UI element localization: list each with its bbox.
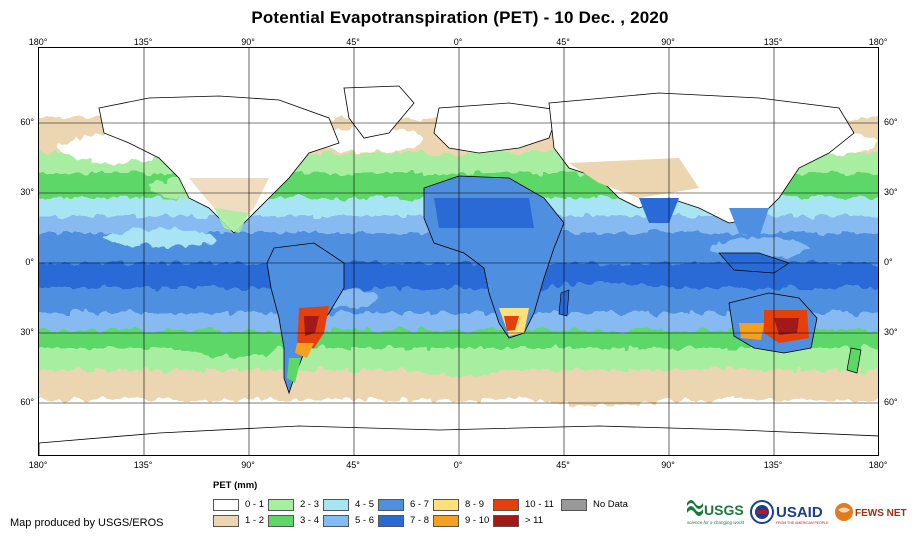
legend-label: 9 - 10: [465, 515, 490, 526]
usaid-tagline: FROM THE AMERICAN PEOPLE: [776, 521, 829, 525]
fews-net-logo: FEWS NET: [835, 503, 907, 521]
legend-label: 4 - 5: [355, 499, 375, 510]
lon-tick-bottom: 45°: [556, 460, 570, 470]
legend-swatch: [323, 515, 349, 527]
legend-title: PET (mm): [213, 480, 258, 491]
legend-swatch: [323, 499, 349, 511]
map-credit: Map produced by USGS/EROS: [10, 517, 164, 529]
legend-swatch: [561, 499, 587, 511]
legend-swatch: [433, 499, 459, 511]
legend-label: 1 - 2: [245, 515, 265, 526]
legend-swatch: [493, 515, 519, 527]
lat-tick-right: 60°: [884, 117, 898, 127]
legend-label: 0 - 1: [245, 499, 265, 510]
lon-tick-top: 0°: [453, 37, 463, 47]
lat-tick-right: 30°: [884, 327, 898, 337]
legend-swatch: [493, 499, 519, 511]
legend-swatch: [378, 515, 404, 527]
legend-swatch: [213, 515, 239, 527]
lon-tick-top: 135°: [763, 37, 783, 47]
lon-tick-bottom: 180°: [868, 460, 888, 470]
lon-tick-bottom: 0°: [453, 460, 463, 470]
legend-swatch: [378, 499, 404, 511]
usgs-logo: USGS science for a changing world: [687, 500, 745, 525]
legend-swatch: [268, 515, 294, 527]
lat-tick-right: 30°: [884, 187, 898, 197]
pet-map-canvas: [39, 48, 878, 455]
legend-label: 8 - 9: [465, 499, 485, 510]
legend-label: 7 - 8: [410, 515, 430, 526]
lon-tick-bottom: 90°: [241, 460, 255, 470]
lat-tick-right: 60°: [884, 397, 898, 407]
lon-tick-top: 180°: [868, 37, 888, 47]
lon-tick-top: 90°: [241, 37, 255, 47]
legend-label: 2 - 3: [300, 499, 320, 510]
lon-tick-bottom: 45°: [346, 460, 360, 470]
lon-tick-bottom: 135°: [763, 460, 783, 470]
legend-label: No Data: [593, 499, 628, 510]
usaid-logo-text: USAID: [776, 504, 823, 521]
legend-swatch: [213, 499, 239, 511]
lat-tick-left: 60°: [20, 117, 34, 127]
usgs-wave-icon: [687, 500, 703, 516]
lat-tick-left: 60°: [20, 397, 34, 407]
lat-tick-right: 0°: [884, 257, 893, 267]
legend-label: 6 - 7: [410, 499, 430, 510]
pet-map: [38, 47, 879, 456]
lon-tick-bottom: 180°: [28, 460, 48, 470]
map-title: Potential Evapotranspiration (PET) - 10 …: [251, 8, 669, 27]
lat-tick-left: 30°: [20, 327, 34, 337]
fews-logo-text: FEWS NET: [855, 508, 907, 519]
lat-tick-left: 30°: [20, 187, 34, 197]
legend-label: 3 - 4: [300, 515, 320, 526]
lon-tick-top: 180°: [28, 37, 48, 47]
lon-tick-top: 45°: [556, 37, 570, 47]
lon-tick-top: 45°: [346, 37, 360, 47]
legend-label: > 11: [525, 515, 544, 526]
usgs-logo-text: USGS: [704, 502, 744, 518]
lon-tick-top: 135°: [133, 37, 153, 47]
legend-label: 10 - 11: [525, 499, 554, 510]
usaid-logo: USAID FROM THE AMERICAN PEOPLE: [750, 500, 829, 525]
lon-tick-bottom: 90°: [661, 460, 675, 470]
legend-label: 5 - 6: [355, 515, 375, 526]
lat-tick-left: 0°: [25, 257, 34, 267]
usgs-tagline: science for a changing world: [687, 520, 745, 525]
lon-tick-bottom: 135°: [133, 460, 153, 470]
lon-tick-top: 90°: [661, 37, 675, 47]
legend-swatch: [433, 515, 459, 527]
graticule: [39, 48, 878, 455]
legend-swatch: [268, 499, 294, 511]
